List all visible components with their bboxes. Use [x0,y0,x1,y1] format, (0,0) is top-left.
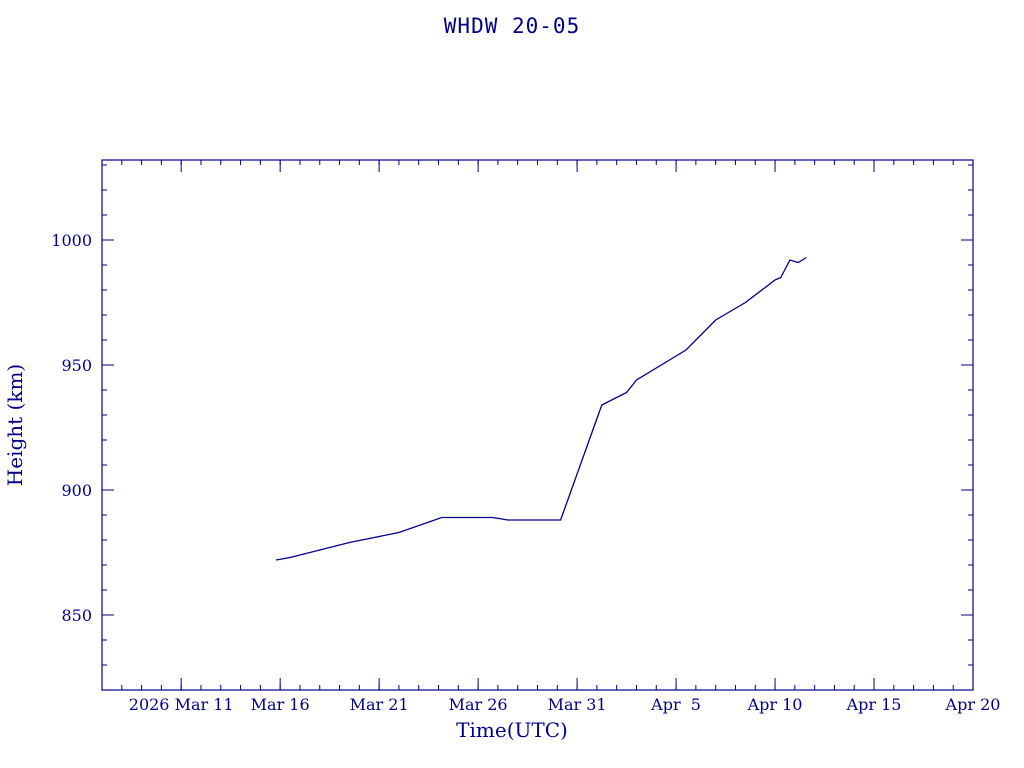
chart-title: WHDW 20-05 [443,14,581,38]
x-tick-label: Mar 16 [251,695,310,714]
y-tick-label: 900 [61,481,92,500]
x-axis-label: Time(UTC) [456,718,568,742]
x-tick-label: Apr 15 [846,695,902,714]
y-tick-label: 950 [61,356,92,375]
tick-marks [101,160,974,691]
plot-frame [101,159,974,691]
x-tick-label: Mar 26 [449,695,508,714]
y-tick-label: 1000 [51,231,92,250]
x-tick-label: Mar 31 [548,695,607,714]
x-tick-label: Apr 5 [650,695,701,714]
x-tick-label: Apr 10 [747,695,803,714]
y-axis-label: Height (km) [3,363,27,487]
x-tick-label: Mar 21 [350,695,409,714]
series-line [275,256,807,561]
y-tick-labels: 850 900 950 1000 [51,231,92,625]
y-tick-label: 850 [61,606,92,625]
x-tick-label: Apr 20 [945,695,1001,714]
x-tick-labels: 2026 Mar 11 Mar 16 Mar 21 Mar 26 Mar 31 Apr 5… [129,695,1001,714]
x-tick-label: 2026 Mar 11 [129,695,234,714]
